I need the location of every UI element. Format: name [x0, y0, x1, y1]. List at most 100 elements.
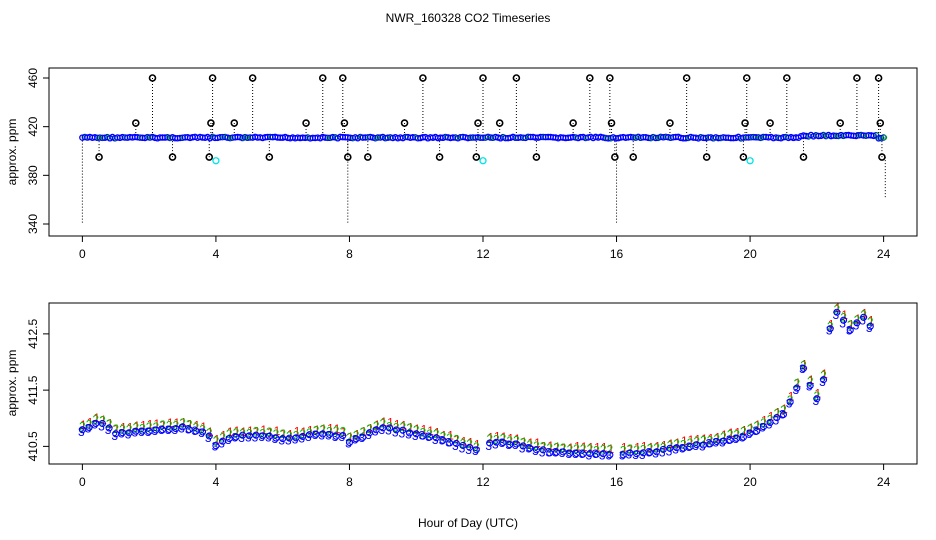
x-tick-label: 20: [743, 475, 757, 489]
series-1-point: 1: [180, 416, 187, 430]
series-1-point: 1: [721, 428, 728, 442]
series-1-point: 1: [794, 376, 801, 390]
series-2-point: 2: [653, 441, 660, 455]
series-1-point: 1: [220, 428, 227, 442]
spike-point: [419, 74, 427, 82]
circle-point: [426, 433, 434, 441]
series-2-point: 2: [847, 318, 854, 332]
series-3-point: 3: [672, 442, 679, 456]
spike-point: [766, 119, 774, 127]
circle-point: [606, 451, 614, 459]
circle-point: [759, 423, 767, 431]
series-2-point: 2: [279, 427, 286, 441]
series-2-point: 2: [259, 426, 266, 440]
series-3-point: 3: [619, 448, 626, 462]
series-1-point: 1: [421, 422, 428, 436]
circle-point: [212, 442, 220, 450]
series-1-point: 1: [327, 422, 334, 436]
series-1-point: 1: [160, 418, 167, 432]
series-1-point: 1: [174, 416, 181, 430]
circle-point: [439, 436, 447, 444]
series-2-point: 2: [506, 434, 513, 448]
series-3-point: 3: [365, 428, 372, 442]
series-2-point: 2: [867, 315, 874, 329]
spike-point: [878, 153, 886, 161]
series-1-point: 1: [387, 416, 394, 430]
circle-point: [172, 425, 180, 433]
spike-point: [532, 153, 541, 161]
series-1-point: 1: [634, 440, 641, 454]
series-1-point: 1: [447, 429, 454, 443]
series-3-point: 3: [766, 417, 773, 431]
circle-point: [679, 444, 687, 452]
series-2-point: 2: [553, 441, 560, 455]
spike-point: [148, 74, 157, 82]
series-3-point: 3: [318, 429, 325, 443]
series-3-point: 3: [626, 448, 633, 462]
y-tick-label: 411.5: [26, 375, 40, 404]
series-3-point: 3: [91, 418, 98, 432]
circle-point: [459, 441, 467, 450]
series-3-point: 3: [412, 429, 419, 443]
series-3-point: 3: [585, 449, 592, 463]
series-2-point: 2: [146, 420, 153, 434]
circle-point: [332, 432, 340, 440]
circle-point: [546, 449, 554, 457]
spike-point: [230, 119, 239, 127]
series-2-point: 2: [386, 419, 393, 433]
series-1-point: 1: [861, 306, 868, 320]
series-3-point: 3: [439, 434, 446, 448]
circle-point: [619, 451, 627, 459]
series-3-point: 3: [686, 440, 693, 454]
circle-point: [78, 426, 86, 434]
series-1-point: 1: [567, 441, 574, 455]
baseline-point-green: [306, 134, 312, 141]
series-1-point: 1: [808, 373, 815, 387]
series-3-point: 3: [679, 442, 686, 456]
chart-title: NWR_160328 CO2 Timeseries: [386, 11, 551, 25]
spike-point: [400, 119, 409, 127]
series-2-point: 2: [780, 403, 787, 417]
series-3-point: 3: [512, 438, 519, 452]
spike-point: [611, 153, 619, 161]
series-3-point: 3: [746, 427, 753, 441]
series-2-point: 2: [647, 441, 654, 455]
series-1-point: 1: [855, 312, 862, 326]
circle-point: [639, 449, 647, 457]
circle-point: [432, 434, 440, 442]
series-1-point: 1: [441, 428, 448, 442]
circle-point: [419, 432, 427, 440]
series-2-point: 2: [486, 432, 493, 446]
series-2-point: 2: [226, 427, 233, 441]
series-2-point: 2: [112, 422, 119, 436]
series-1-point: 1: [340, 425, 347, 439]
circle-point: [586, 450, 594, 458]
series-3-point: 3: [866, 321, 873, 335]
spike-point: [364, 153, 372, 161]
series-1-point: 1: [701, 432, 708, 446]
circle-point: [252, 431, 260, 439]
x-axis-label: Hour of Day (UTC): [418, 516, 518, 530]
circle-point: [452, 439, 460, 447]
circle-point: [472, 446, 480, 454]
series-3-point: 3: [198, 426, 205, 440]
series-1-point: 1: [815, 386, 822, 400]
series-1-point: 1: [734, 425, 741, 439]
series-1-point: 1: [401, 418, 408, 432]
circle-point: [292, 434, 300, 442]
series-1-point: 1: [674, 436, 681, 450]
x-tick-label: 0: [79, 247, 86, 261]
series-2-point: 2: [573, 442, 580, 456]
series-1-point: 1: [781, 402, 788, 416]
circle-point: [572, 449, 581, 458]
series-1-point: 1: [107, 416, 114, 430]
series-2-point: 2: [286, 429, 293, 443]
series-1-point: 1: [574, 440, 581, 454]
series-1-point: 1: [434, 426, 441, 440]
spike-point: [782, 74, 791, 82]
series-3-point: 3: [813, 394, 820, 408]
circle-point: [840, 316, 848, 324]
circle-point: [365, 429, 374, 437]
series-1-point: 1: [147, 418, 154, 432]
